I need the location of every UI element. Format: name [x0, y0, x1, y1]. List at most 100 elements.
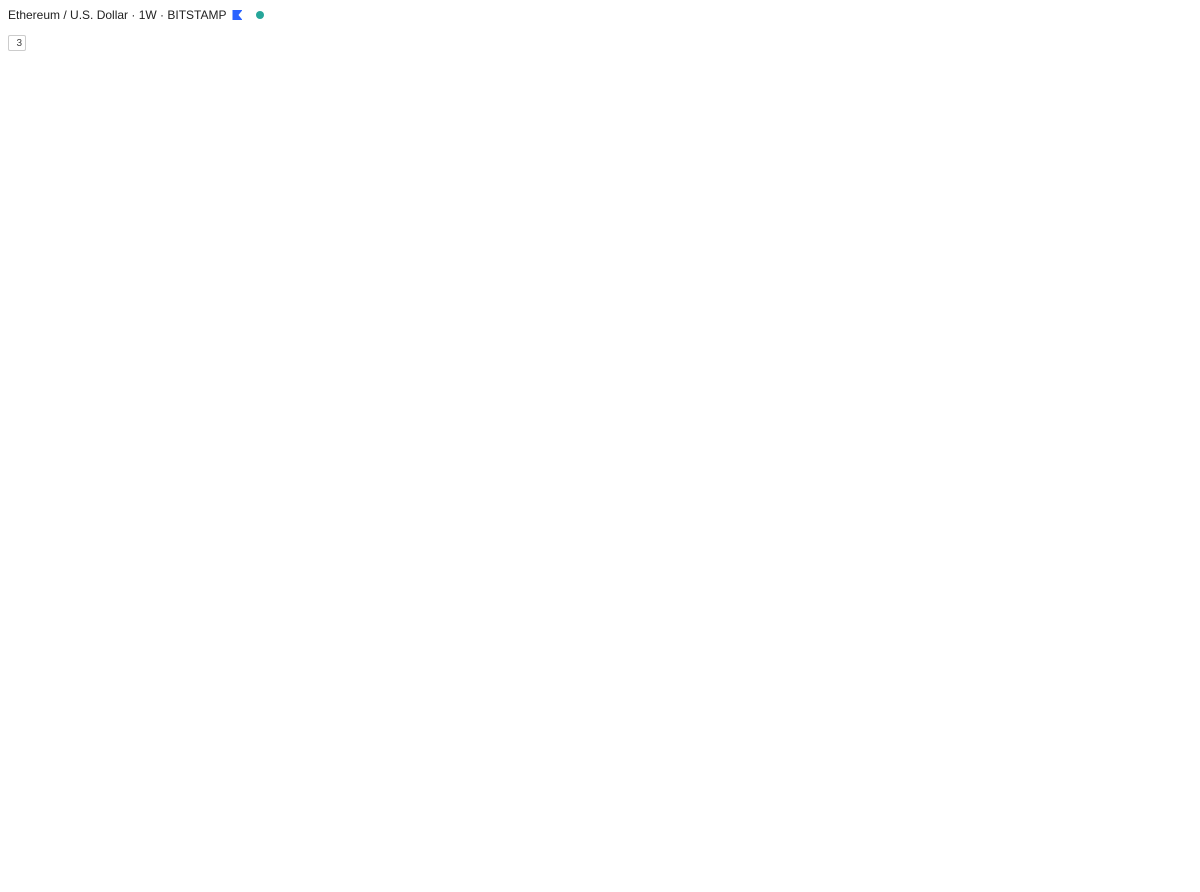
candle-body — [914, 332, 920, 336]
volume-bar — [274, 734, 280, 757]
candle-body — [872, 295, 878, 313]
volume-bar — [570, 738, 576, 757]
volume-bar — [257, 736, 262, 757]
candle-body — [718, 387, 724, 422]
volume-bar — [304, 740, 310, 757]
volume-bar — [375, 740, 381, 757]
profile-down — [1083, 320, 1118, 332]
volume-bar — [227, 742, 233, 757]
volume-bar — [866, 728, 872, 757]
candle-body — [428, 511, 434, 516]
watermark: ETHUSD, 1W — [339, 240, 820, 328]
profile-down — [1083, 543, 1113, 555]
fib-label: 0.705 — [955, 366, 978, 376]
volume-bar — [713, 733, 718, 757]
volume-bar — [369, 731, 375, 757]
header: Ethereum / U.S. Dollar · 1W · BITSTAMP — [8, 8, 265, 22]
candle-body — [488, 402, 493, 447]
candle-body — [103, 148, 109, 166]
candle-body — [677, 519, 683, 527]
x-tick-label: Jul — [827, 875, 840, 886]
candle-body — [8, 366, 14, 369]
candle-body — [369, 515, 375, 524]
candle-body — [316, 436, 322, 442]
profile-up — [1136, 557, 1148, 569]
profile-down — [1038, 474, 1103, 486]
profile-up — [1123, 306, 1148, 318]
volume-bar — [872, 722, 878, 757]
volume-bar — [624, 728, 630, 757]
volume-bar — [239, 743, 245, 757]
profile-down — [1023, 517, 1093, 529]
volume-bar — [600, 730, 606, 757]
volume-bar — [760, 728, 766, 757]
candle-body — [701, 471, 706, 478]
candle-body — [476, 471, 482, 490]
candle-body — [156, 229, 162, 268]
profile-down — [1076, 390, 1116, 402]
volume-bar — [322, 744, 328, 757]
candle-body — [736, 414, 742, 442]
profile-up — [1098, 530, 1148, 542]
candle-body — [926, 312, 931, 323]
x-tick-label: 2020 — [671, 875, 694, 886]
fib-label: -0.618 — [955, 178, 981, 188]
x-tick-label: 2021 — [976, 875, 999, 886]
y-tick-label: 89.00 — [1167, 589, 1190, 599]
volume-bar — [535, 731, 541, 757]
volume-bar — [594, 736, 600, 757]
profile-up — [1106, 432, 1148, 444]
volume-bar — [505, 736, 511, 757]
profile-up — [1116, 390, 1148, 402]
candle-body — [464, 469, 470, 478]
volume-bar — [417, 733, 422, 757]
y-tick-label: 1700.00 — [1167, 30, 1200, 40]
candle-body — [878, 295, 884, 316]
profile-down — [1093, 376, 1123, 388]
candle-body — [144, 309, 150, 316]
candle-body — [49, 203, 55, 286]
volume-bar — [97, 731, 103, 757]
candle-body — [683, 511, 689, 527]
indicator-toggle[interactable]: 3 — [8, 35, 26, 51]
profile-up — [1134, 250, 1148, 262]
fib-label: -1 — [955, 123, 963, 133]
flag-icon[interactable] — [232, 10, 243, 20]
candle-body — [553, 422, 558, 433]
candle-body — [636, 455, 641, 458]
y-tick-label: 1000.00 — [1167, 131, 1200, 141]
volume-bar — [748, 703, 754, 757]
volume-bar — [482, 728, 487, 757]
candle-body — [174, 178, 180, 207]
candle-body — [203, 259, 209, 288]
candle-body — [209, 282, 215, 288]
candle-body — [109, 148, 114, 166]
candle-body — [345, 545, 351, 555]
volume-bar — [115, 735, 120, 757]
volume-bar — [156, 734, 162, 757]
rsi-tick-label: 25.00 — [1167, 844, 1190, 854]
x-tick-label: Nov — [317, 875, 335, 886]
y-tick-label: 1400.00 — [1167, 67, 1200, 77]
fib-label: 0.618 — [955, 354, 978, 364]
profile-down — [1043, 530, 1098, 542]
candle-body — [61, 189, 67, 199]
settings-icon[interactable] — [1174, 872, 1186, 884]
profile-down — [1124, 236, 1136, 248]
candle-body — [458, 466, 464, 478]
profile-down — [1140, 180, 1144, 192]
profile-up — [1123, 376, 1148, 388]
volume-bar — [523, 723, 529, 757]
profile-up — [1113, 543, 1148, 555]
volume-bar — [138, 738, 144, 757]
volume-bar — [180, 738, 186, 757]
profile-up — [1108, 404, 1148, 416]
volume-bar — [565, 736, 570, 757]
candle-body — [801, 436, 807, 442]
candle-body — [778, 445, 783, 471]
volume-bar — [286, 742, 292, 757]
volume-bar — [55, 728, 61, 757]
volume-bar — [2, 746, 8, 757]
volume-bar — [730, 731, 736, 757]
